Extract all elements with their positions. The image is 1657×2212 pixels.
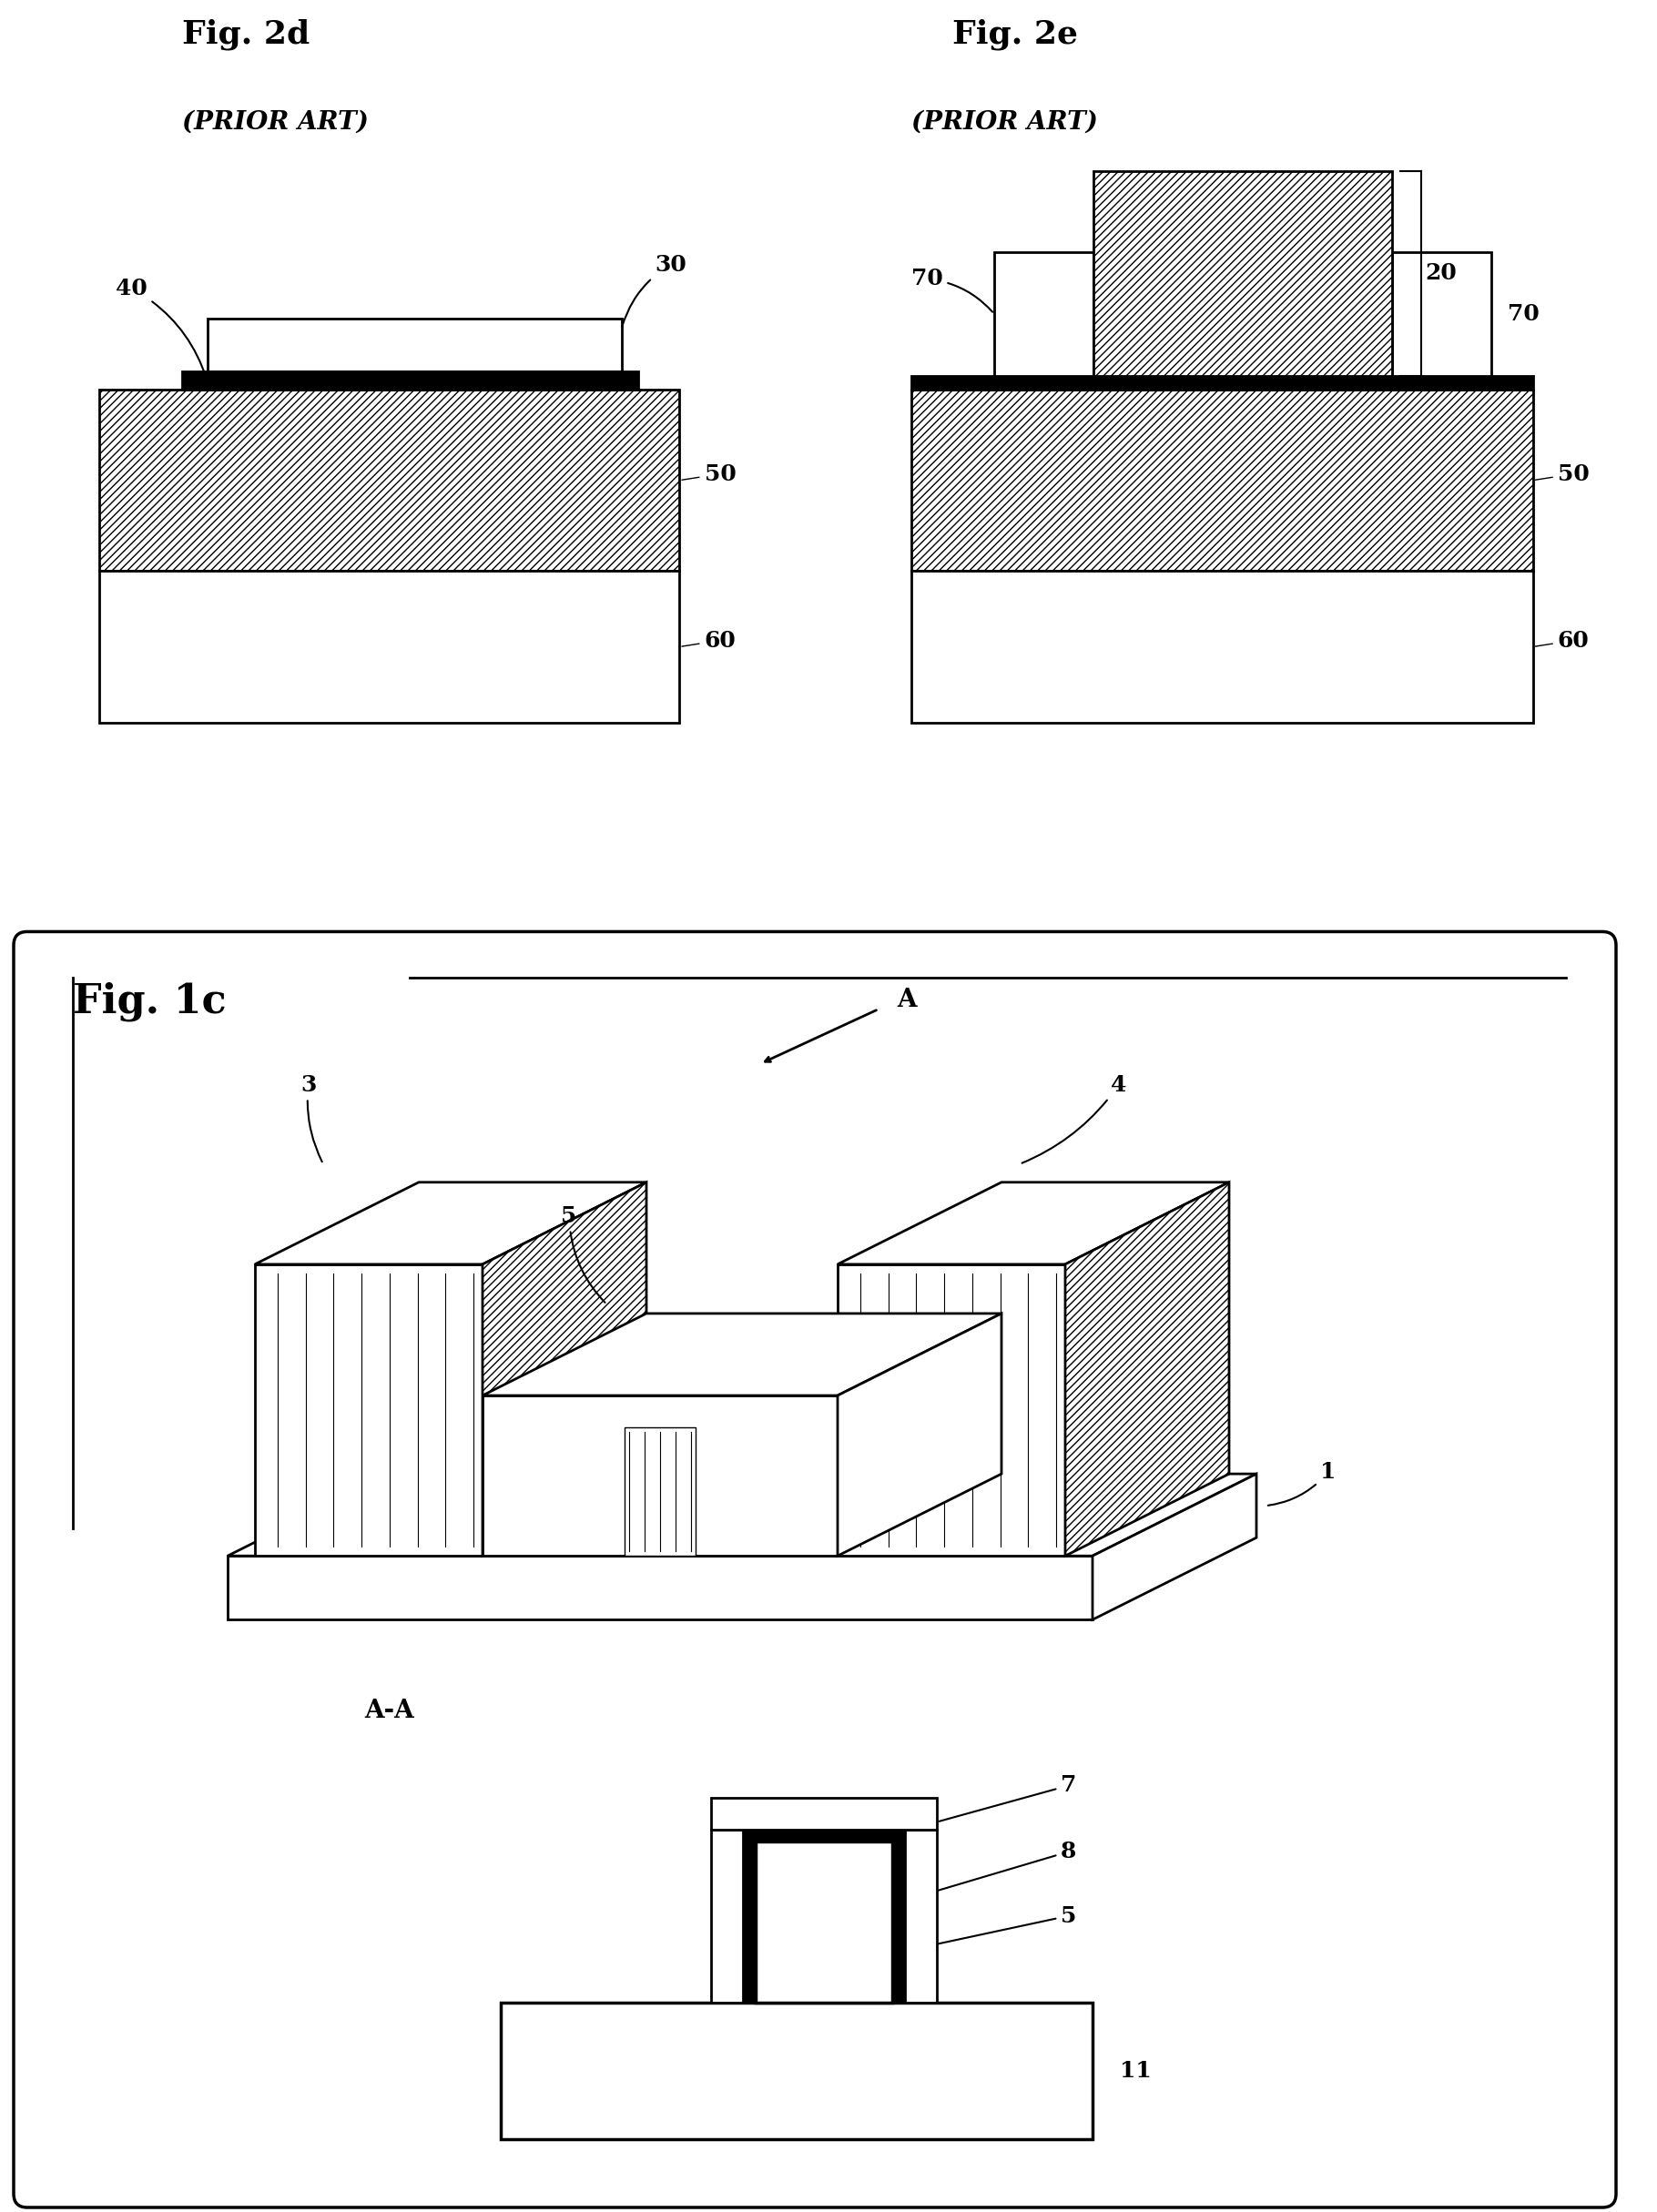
Text: 30: 30 [621, 254, 686, 327]
Bar [742, 1843, 756, 2002]
Bar [711, 1798, 936, 1829]
Text: A-A: A-A [365, 1699, 414, 1723]
Text: A: A [896, 989, 916, 1013]
Text: Fig. 2e: Fig. 2e [953, 20, 1079, 51]
Text: 3: 3 [300, 1073, 321, 1161]
Text: 8: 8 [901, 1840, 1077, 1902]
Bar [911, 571, 1533, 723]
Bar [99, 389, 679, 571]
Polygon shape [837, 1181, 1229, 1265]
Bar [182, 372, 638, 389]
Bar [891, 1843, 905, 2002]
Bar [742, 1829, 905, 1843]
Text: (PRIOR ART): (PRIOR ART) [911, 108, 1099, 135]
Text: 70: 70 [911, 268, 993, 312]
Bar [500, 2002, 1092, 2139]
Polygon shape [255, 1181, 646, 1265]
Bar [994, 252, 1094, 376]
Text: Fig. 1c: Fig. 1c [73, 982, 227, 1022]
Polygon shape [227, 1555, 1092, 1619]
Bar [905, 1829, 936, 2002]
Text: 7: 7 [940, 1774, 1077, 1820]
Bar [756, 1803, 891, 2002]
Text: Fig. 2d: Fig. 2d [182, 20, 310, 51]
Text: 60: 60 [1536, 630, 1589, 650]
Text: 50: 50 [1536, 462, 1589, 484]
Bar [99, 571, 679, 723]
Polygon shape [482, 1314, 1001, 1396]
Text: 4: 4 [1022, 1073, 1127, 1164]
Text: 5: 5 [901, 1905, 1077, 1951]
Text: 60: 60 [683, 630, 736, 650]
Text: (PRIOR ART): (PRIOR ART) [182, 108, 370, 135]
Text: 70: 70 [1508, 303, 1539, 325]
Bar [711, 1829, 742, 2002]
Bar [911, 376, 1533, 389]
Bar [1392, 252, 1491, 376]
Polygon shape [255, 1265, 482, 1555]
Bar [1094, 170, 1392, 376]
FancyBboxPatch shape [13, 931, 1616, 2208]
Polygon shape [482, 1396, 837, 1555]
Text: 20: 20 [1425, 263, 1457, 285]
Bar [207, 319, 621, 372]
Text: 5: 5 [562, 1206, 605, 1303]
Polygon shape [227, 1473, 1256, 1555]
Bar [911, 389, 1533, 571]
Polygon shape [1065, 1181, 1229, 1555]
Text: 11: 11 [1120, 2059, 1152, 2081]
Text: 40: 40 [116, 276, 207, 378]
Polygon shape [625, 1427, 696, 1555]
Polygon shape [837, 1265, 1065, 1555]
Text: 50: 50 [683, 462, 736, 484]
Text: A: A [492, 1464, 512, 1489]
Polygon shape [1092, 1473, 1256, 1619]
Polygon shape [837, 1314, 1001, 1555]
Polygon shape [482, 1181, 646, 1555]
Text: 1: 1 [1268, 1462, 1336, 1506]
